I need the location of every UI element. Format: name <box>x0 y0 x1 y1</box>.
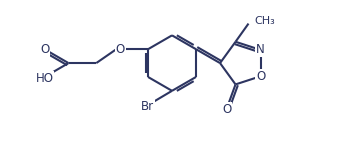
Text: HO: HO <box>35 72 53 85</box>
Text: O: O <box>256 70 265 83</box>
Text: Br: Br <box>141 100 154 113</box>
Text: CH₃: CH₃ <box>254 16 275 26</box>
Text: O: O <box>40 43 49 56</box>
Text: O: O <box>222 103 231 116</box>
Text: O: O <box>116 43 125 56</box>
Text: N: N <box>256 43 265 56</box>
